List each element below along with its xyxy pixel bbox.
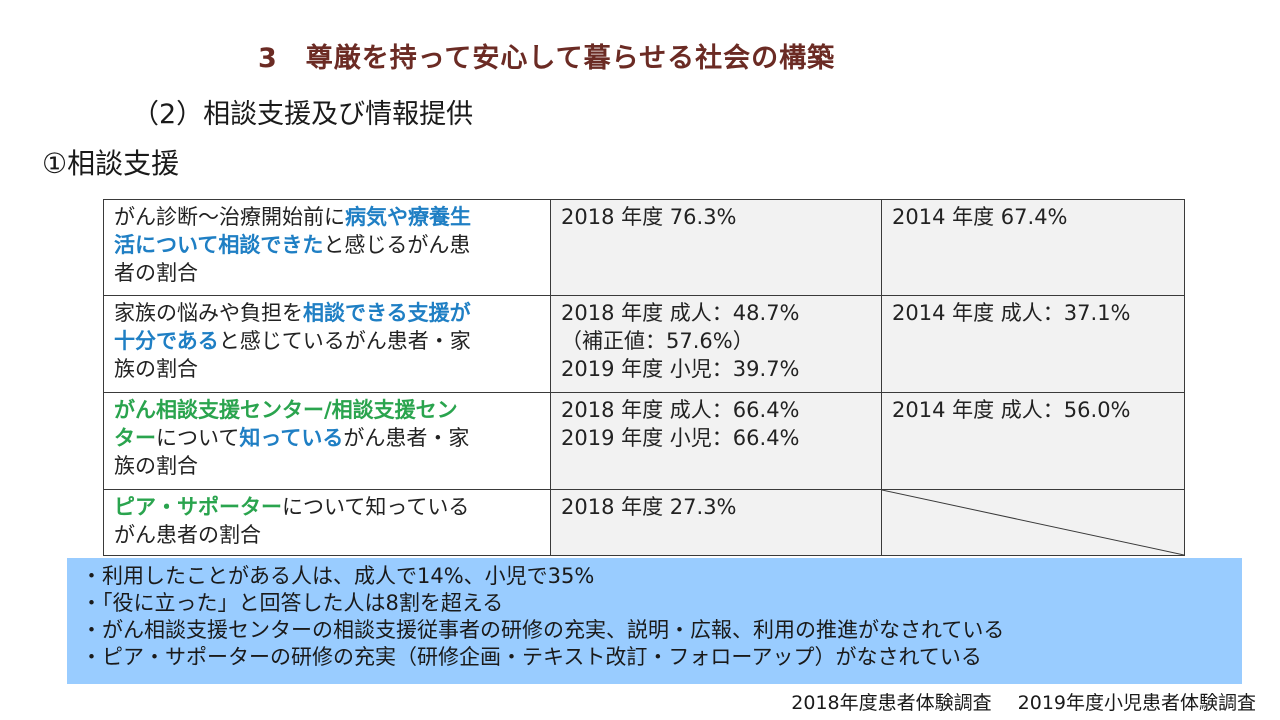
source-citation: 2018年度患者体験調査 2019年度小児患者体験調査 — [791, 688, 1256, 715]
empty-diagonal-cell — [881, 489, 1185, 556]
table-row: ピア・サポーターについて知っている がん患者の割合 2018 年度 27.3% — [103, 489, 1185, 556]
value-line: 2018 年度 成人：48.7% — [561, 301, 800, 325]
diagonal-line — [882, 490, 1184, 555]
indicator-table: がん診断～治療開始前に病気や療養生 活について相談できたと感じるがん患 者の割合 20… — [103, 199, 1185, 556]
value-line: （補正値：57.6%） — [561, 329, 754, 353]
baseline-value-cell: 2014 年度 成人：56.0% — [881, 392, 1185, 490]
highlight-text: がん相談支援センター/相談支援セン — [114, 398, 458, 422]
section-heading: ①相談支援 — [42, 147, 180, 180]
description-line: 族の割合 — [114, 355, 542, 383]
description-line: ピア・サポーターについて知っている — [114, 493, 542, 521]
notes-box: ・利用したことがある人は、成人で14%、小児で35% ・「役に立った」と回答した人… — [67, 558, 1242, 684]
description-text: について知っている — [282, 495, 470, 519]
description-text: と感じるがん患 — [323, 233, 471, 257]
highlight-text: 活について相談できた — [114, 233, 324, 257]
description-line: 者の割合 — [114, 259, 542, 287]
description-text: がん患者・家 — [343, 426, 470, 450]
source-2: 2019年度小児患者体験調査 — [1017, 692, 1256, 714]
value-line: 2014 年度 成人：56.0% — [892, 398, 1131, 422]
description-line: がん患者の割合 — [114, 521, 542, 549]
indicator-description: がん診断～治療開始前に病気や療養生 活について相談できたと感じるがん患 者の割合 — [103, 199, 551, 296]
note-item: ・利用したことがある人は、成人で14%、小児で35% — [81, 564, 595, 588]
description-line: がん診断～治療開始前に病気や療養生 — [114, 203, 542, 231]
value-line: 2018 年度 成人：66.4% — [561, 398, 800, 422]
description-text: がん診断～治療開始前に — [114, 205, 345, 229]
table-row: 家族の悩みや負担を相談できる支援が 十分であると感じているがん患者・家 族の割合 20… — [103, 295, 1185, 393]
baseline-value-cell: 2014 年度 成人：37.1% — [881, 295, 1185, 393]
value-line: 2014 年度 67.4% — [892, 205, 1068, 229]
highlight-text: ピア・サポーター — [114, 495, 282, 519]
description-line: 家族の悩みや負担を相談できる支援が — [114, 299, 542, 327]
description-line: がん相談支援センター/相談支援セン — [114, 396, 542, 424]
slide-subtitle: （2）相談支援及び情報提供 — [132, 99, 474, 130]
description-line: 族の割合 — [114, 452, 542, 480]
description-text: 族の割合 — [114, 454, 198, 478]
indicator-description: がん相談支援センター/相談支援セン ターについて知っているがん患者・家 族の割合 — [103, 392, 551, 490]
highlight-text: 病気や療養生 — [345, 205, 471, 229]
highlight-text: 十分である — [114, 329, 219, 353]
description-text: がん患者の割合 — [114, 523, 261, 547]
description-line: 活について相談できたと感じるがん患 — [114, 231, 542, 259]
note-item: ・がん相談支援センターの相談支援従事者の研修の充実、説明・広報、利用の推進がなさ… — [81, 618, 1005, 642]
description-text: 族の割合 — [114, 357, 198, 381]
note-item: ・ピア・サポーターの研修の充実（研修企画・テキスト改訂・フォローアップ）がなされ… — [81, 645, 982, 669]
value-line: 2018 年度 76.3% — [561, 205, 737, 229]
baseline-value-cell: 2014 年度 67.4% — [881, 199, 1185, 296]
current-value-cell: 2018 年度 76.3% — [550, 199, 882, 296]
current-value-cell: 2018 年度 成人：66.4% 2019 年度 小児：66.4% — [550, 392, 882, 490]
description-text: 家族の悩みや負担を — [114, 301, 303, 325]
description-text: 者の割合 — [114, 261, 198, 285]
value-line: 2019 年度 小児：39.7% — [561, 357, 800, 381]
value-line: 2014 年度 成人：37.1% — [892, 301, 1131, 325]
indicator-description: 家族の悩みや負担を相談できる支援が 十分であると感じているがん患者・家 族の割合 — [103, 295, 551, 393]
highlight-text: 知っている — [239, 426, 344, 450]
description-text: について — [156, 426, 240, 450]
slide-title: 3 尊厳を持って安心して暮らせる社会の構築 — [258, 43, 836, 74]
table-row: がん診断～治療開始前に病気や療養生 活について相談できたと感じるがん患 者の割合 20… — [103, 199, 1185, 296]
table-row: がん相談支援センター/相談支援セン ターについて知っているがん患者・家 族の割合 20… — [103, 392, 1185, 490]
description-line: 十分であると感じているがん患者・家 — [114, 327, 542, 355]
highlight-text: ター — [114, 426, 156, 450]
current-value-cell: 2018 年度 27.3% — [550, 489, 882, 556]
highlight-text: 相談できる支援が — [303, 301, 471, 325]
description-text: と感じているがん患者・家 — [218, 329, 471, 353]
value-line: 2018 年度 27.3% — [561, 495, 737, 519]
note-item: ・「役に立った」と回答した人は8割を超える — [81, 591, 504, 615]
source-1: 2018年度患者体験調査 — [791, 692, 992, 714]
notes-list: ・利用したことがある人は、成人で14%、小児で35% ・「役に立った」と回答した人… — [67, 558, 1242, 671]
indicator-description: ピア・サポーターについて知っている がん患者の割合 — [103, 489, 551, 556]
description-line: ターについて知っているがん患者・家 — [114, 424, 542, 452]
current-value-cell: 2018 年度 成人：48.7% （補正値：57.6%） 2019 年度 小児：39… — [550, 295, 882, 393]
value-line: 2019 年度 小児：66.4% — [561, 426, 800, 450]
